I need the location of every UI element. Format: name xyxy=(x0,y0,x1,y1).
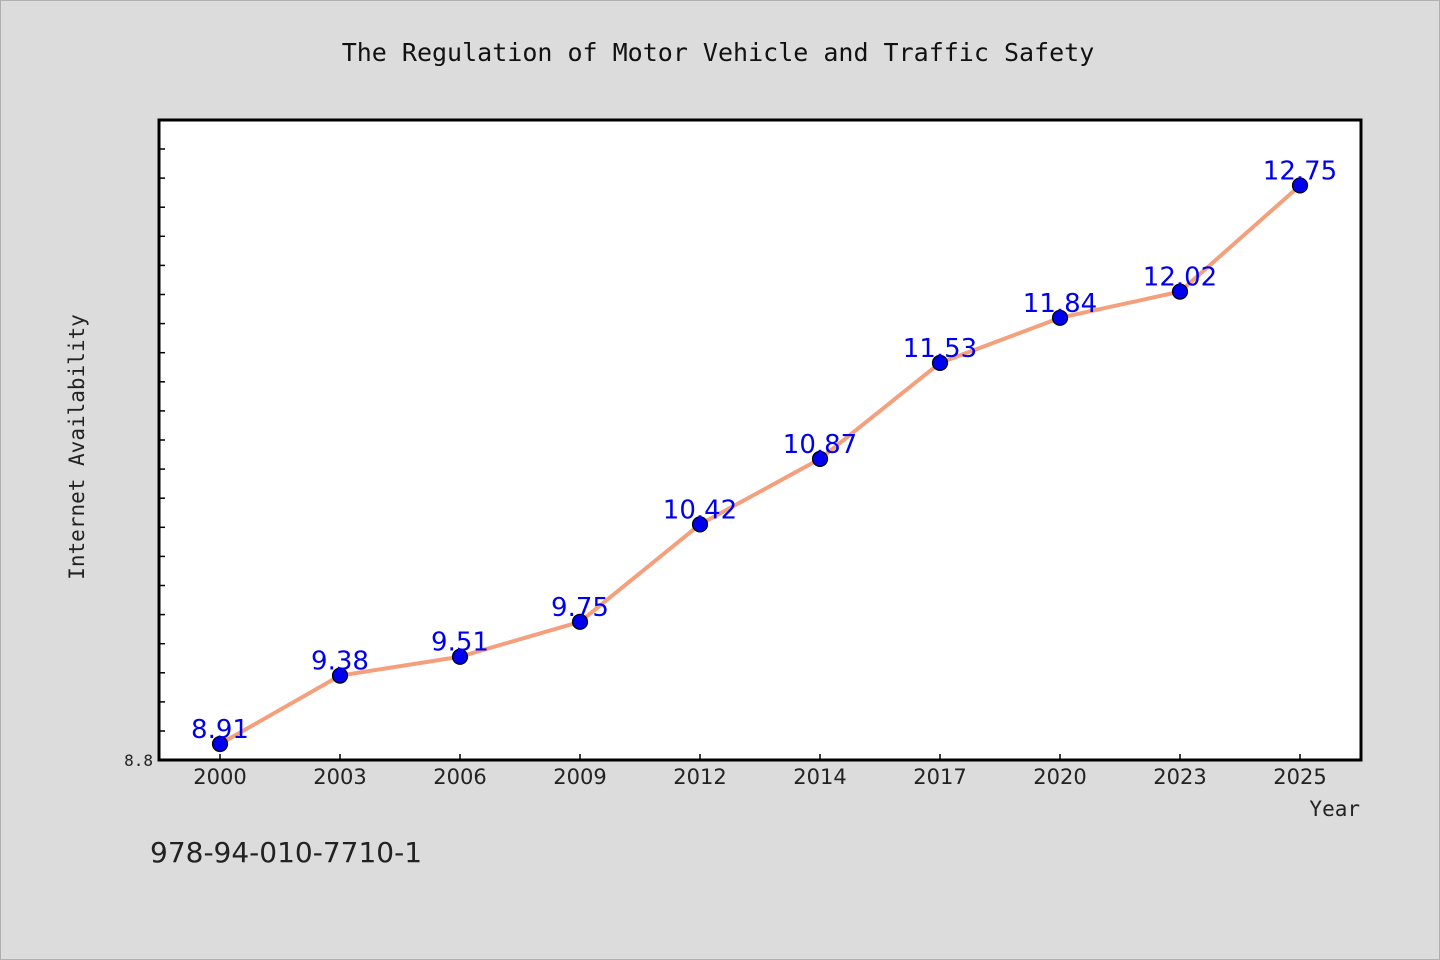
x-tick-label: 2000 xyxy=(193,765,246,789)
data-value-label: 11.84 xyxy=(1023,289,1097,319)
x-axis-ticks: 2000 2003 2006 2009 2012 2014 2017 2020 2023 2025 xyxy=(193,754,1327,789)
data-point-marker xyxy=(1291,177,1309,194)
x-tick-label: 2017 xyxy=(913,765,966,789)
data-point-marker xyxy=(811,450,829,468)
data-point-marker xyxy=(211,735,229,753)
data-value-label: 10.42 xyxy=(663,495,737,525)
data-value-label: 8.91 xyxy=(191,715,249,745)
x-axis-label: Year xyxy=(1309,797,1360,821)
x-tick-label: 2003 xyxy=(313,765,366,789)
series-markers xyxy=(211,177,1309,753)
x-tick-label: 2009 xyxy=(553,765,606,789)
plot-area xyxy=(157,118,1363,762)
data-point-marker xyxy=(931,354,949,372)
data-value-label: 12.75 xyxy=(1263,156,1337,186)
x-tick-label: 2014 xyxy=(793,765,846,789)
data-value-label: 11.53 xyxy=(903,334,977,364)
data-point-marker xyxy=(331,667,349,684)
y-axis-minor-ticks xyxy=(159,148,165,732)
data-point-marker xyxy=(691,516,709,533)
chart-title: The Regulation of Motor Vehicle and Traf… xyxy=(342,38,1095,67)
data-value-label: 9.38 xyxy=(311,647,369,677)
x-tick-label: 2025 xyxy=(1273,765,1326,789)
data-value-label: 9.51 xyxy=(431,628,489,658)
data-point-marker xyxy=(451,648,469,665)
data-labels: 8.91 9.38 9.51 9.75 10.42 10.87 11.53 11.84 12.0… xyxy=(191,156,1337,745)
data-point-marker xyxy=(1051,309,1069,326)
x-tick-label: 2012 xyxy=(673,765,726,789)
data-point-marker xyxy=(571,613,589,630)
y-axis-label: Internet Availability xyxy=(65,314,89,580)
x-tick-label: 2020 xyxy=(1033,765,1086,789)
x-tick-label: 2006 xyxy=(433,765,486,789)
data-value-label: 10.87 xyxy=(783,430,857,460)
x-tick-label: 2023 xyxy=(1153,765,1206,789)
data-value-label: 9.75 xyxy=(551,593,609,623)
y-tick-label: 8.8 xyxy=(124,751,153,770)
series-line xyxy=(219,183,1302,746)
footer-code: 978-94-010-7710-1 xyxy=(150,836,422,869)
data-point-marker xyxy=(1171,283,1189,300)
data-value-label: 12.02 xyxy=(1143,263,1217,293)
